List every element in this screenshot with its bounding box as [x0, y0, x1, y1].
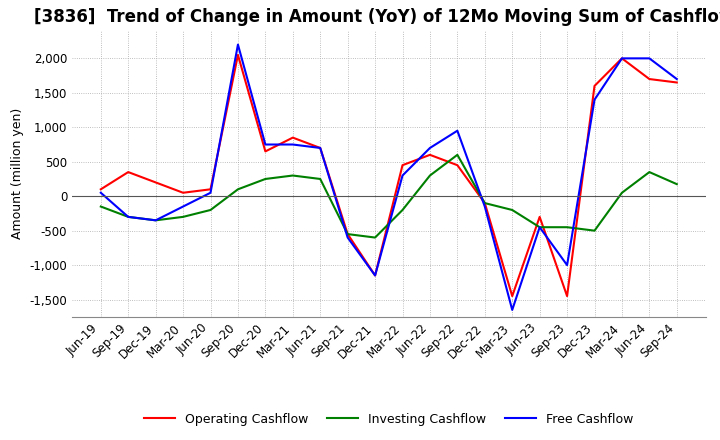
Investing Cashflow [343, 231, 352, 237]
Line: Free Cashflow: Free Cashflow [101, 44, 677, 310]
Operating Cashflow [233, 52, 242, 58]
Investing Cashflow [536, 224, 544, 230]
Operating Cashflow [618, 56, 626, 61]
Operating Cashflow [316, 145, 325, 150]
Investing Cashflow [453, 152, 462, 158]
Investing Cashflow [371, 235, 379, 240]
Operating Cashflow [563, 293, 572, 299]
Free Cashflow [426, 145, 434, 150]
Operating Cashflow [426, 152, 434, 158]
Investing Cashflow [480, 201, 489, 206]
Free Cashflow [179, 204, 187, 209]
Operating Cashflow [371, 273, 379, 278]
Operating Cashflow [179, 190, 187, 195]
Y-axis label: Amount (million yen): Amount (million yen) [11, 108, 24, 239]
Investing Cashflow [151, 218, 160, 223]
Operating Cashflow [672, 80, 681, 85]
Free Cashflow [563, 263, 572, 268]
Operating Cashflow [289, 135, 297, 140]
Investing Cashflow [645, 169, 654, 175]
Investing Cashflow [316, 176, 325, 182]
Operating Cashflow [343, 231, 352, 237]
Legend: Operating Cashflow, Investing Cashflow, Free Cashflow: Operating Cashflow, Investing Cashflow, … [139, 408, 639, 431]
Investing Cashflow [563, 224, 572, 230]
Investing Cashflow [398, 207, 407, 213]
Investing Cashflow [672, 181, 681, 187]
Operating Cashflow [453, 162, 462, 168]
Operating Cashflow [261, 149, 270, 154]
Investing Cashflow [179, 214, 187, 220]
Operating Cashflow [151, 180, 160, 185]
Free Cashflow [590, 97, 599, 103]
Investing Cashflow [590, 228, 599, 233]
Free Cashflow [206, 190, 215, 195]
Title: [3836]  Trend of Change in Amount (YoY) of 12Mo Moving Sum of Cashflows: [3836] Trend of Change in Amount (YoY) o… [34, 8, 720, 26]
Free Cashflow [508, 307, 516, 312]
Free Cashflow [453, 128, 462, 133]
Free Cashflow [398, 173, 407, 178]
Investing Cashflow [618, 190, 626, 195]
Operating Cashflow [206, 187, 215, 192]
Investing Cashflow [426, 173, 434, 178]
Free Cashflow [96, 190, 105, 195]
Operating Cashflow [590, 83, 599, 88]
Free Cashflow [645, 56, 654, 61]
Free Cashflow [151, 218, 160, 223]
Free Cashflow [480, 204, 489, 209]
Line: Operating Cashflow: Operating Cashflow [101, 55, 677, 296]
Operating Cashflow [645, 77, 654, 82]
Operating Cashflow [536, 214, 544, 220]
Free Cashflow [124, 214, 132, 220]
Free Cashflow [343, 235, 352, 240]
Free Cashflow [316, 145, 325, 150]
Free Cashflow [672, 77, 681, 82]
Operating Cashflow [96, 187, 105, 192]
Investing Cashflow [206, 207, 215, 213]
Free Cashflow [233, 42, 242, 47]
Investing Cashflow [124, 214, 132, 220]
Investing Cashflow [96, 204, 105, 209]
Free Cashflow [371, 273, 379, 278]
Investing Cashflow [289, 173, 297, 178]
Free Cashflow [618, 56, 626, 61]
Line: Investing Cashflow: Investing Cashflow [101, 155, 677, 238]
Operating Cashflow [398, 162, 407, 168]
Investing Cashflow [508, 207, 516, 213]
Operating Cashflow [480, 201, 489, 206]
Free Cashflow [536, 224, 544, 230]
Free Cashflow [261, 142, 270, 147]
Operating Cashflow [508, 293, 516, 299]
Investing Cashflow [261, 176, 270, 182]
Free Cashflow [289, 142, 297, 147]
Investing Cashflow [233, 187, 242, 192]
Operating Cashflow [124, 169, 132, 175]
